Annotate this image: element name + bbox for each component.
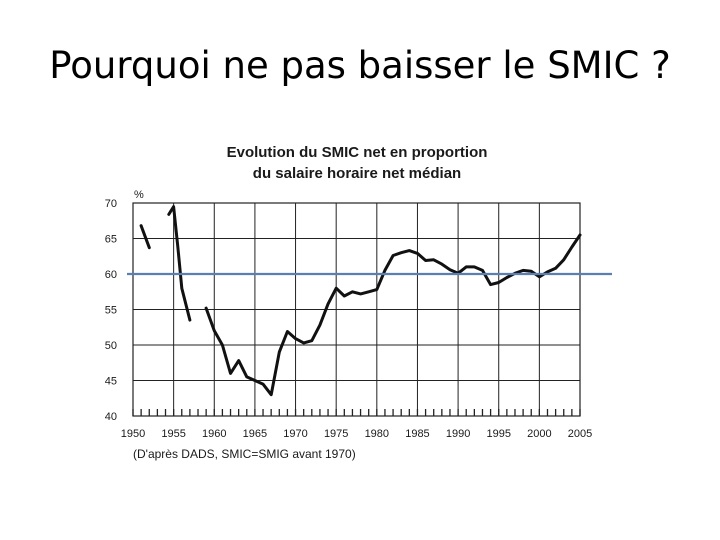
x-tick-label: 1975 bbox=[324, 428, 348, 440]
x-tick-label: 1970 bbox=[283, 428, 307, 440]
chart-source-note: (D'après DADS, SMIC=SMIG avant 1970) bbox=[133, 447, 356, 461]
y-tick-label: 70 bbox=[105, 198, 117, 210]
x-tick-label: 1965 bbox=[243, 428, 267, 440]
chart-title-line-1: Evolution du SMIC net en proportion bbox=[227, 144, 488, 161]
y-axis-unit-label: % bbox=[134, 189, 144, 201]
chart-title-line-2: du salaire horaire net médian bbox=[253, 165, 461, 182]
x-tick-label: 1950 bbox=[121, 428, 145, 440]
data-line-segment bbox=[139, 224, 151, 250]
data-line-segment bbox=[167, 205, 192, 322]
x-tick-label: 1990 bbox=[446, 428, 470, 440]
y-tick-label: 40 bbox=[105, 411, 117, 423]
y-tick-label: 50 bbox=[105, 340, 117, 352]
x-tick-label: 1995 bbox=[486, 428, 510, 440]
y-tick-label: 65 bbox=[105, 234, 117, 246]
x-tick-label: 1985 bbox=[405, 428, 429, 440]
chart-ticks: 40 45 50 55 60 65 70 1950 1955 1960 1965 1970 1975 19… bbox=[105, 198, 592, 440]
x-tick-label: 1960 bbox=[202, 428, 226, 440]
chart-grid bbox=[132, 202, 581, 417]
chart-data-lines bbox=[139, 205, 582, 397]
x-tick-label: 2000 bbox=[527, 428, 551, 440]
y-tick-label: 45 bbox=[105, 376, 117, 388]
y-tick-label: 55 bbox=[105, 305, 117, 317]
slide-title: Pourquoi ne pas baisser le SMIC ? bbox=[49, 44, 671, 87]
data-line-segment bbox=[204, 233, 582, 397]
x-tick-label: 1955 bbox=[161, 428, 185, 440]
y-tick-label: 60 bbox=[105, 269, 117, 281]
x-tick-label: 1980 bbox=[365, 428, 389, 440]
x-tick-label: 2005 bbox=[568, 428, 592, 440]
